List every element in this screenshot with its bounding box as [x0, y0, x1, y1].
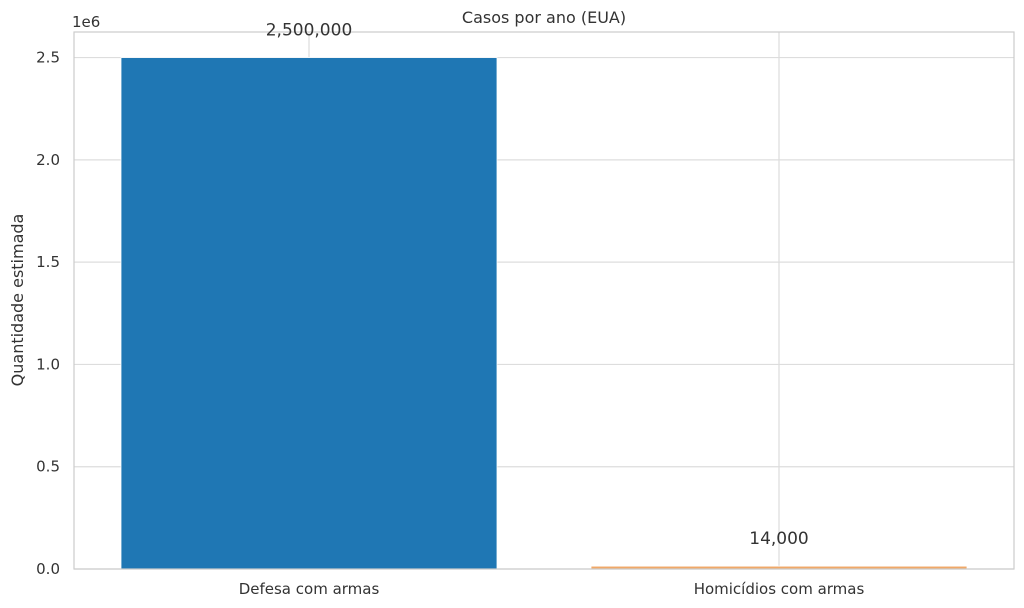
y-tick-label: 2.5 [36, 49, 60, 67]
y-axis-label: Quantidade estimada [8, 214, 27, 387]
chart-title: Casos por ano (EUA) [462, 8, 626, 27]
bar-value-label: 14,000 [749, 529, 808, 549]
x-tick-label: Defesa com armas [239, 580, 380, 598]
x-ticks: Defesa com armas Homicídios com armas [239, 580, 865, 598]
y-axis-offset: 1e6 [72, 13, 100, 31]
y-tick-label: 0.5 [36, 458, 60, 476]
x-tick-label: Homicídios com armas [694, 580, 865, 598]
bars [120, 57, 968, 570]
bar [120, 57, 498, 570]
plot-frame [73, 31, 1015, 570]
y-tick-label: 1.5 [36, 253, 60, 271]
y-tick-label: 1.0 [36, 355, 60, 373]
y-tick-label: 2.0 [36, 151, 60, 169]
data-labels: 2,500,000 14,000 [266, 21, 809, 550]
bar-value-label: 2,500,000 [266, 21, 353, 41]
y-ticks: 0.0 0.5 1.0 1.5 2.0 2.5 [36, 49, 60, 578]
y-tick-label: 0.0 [36, 560, 60, 578]
